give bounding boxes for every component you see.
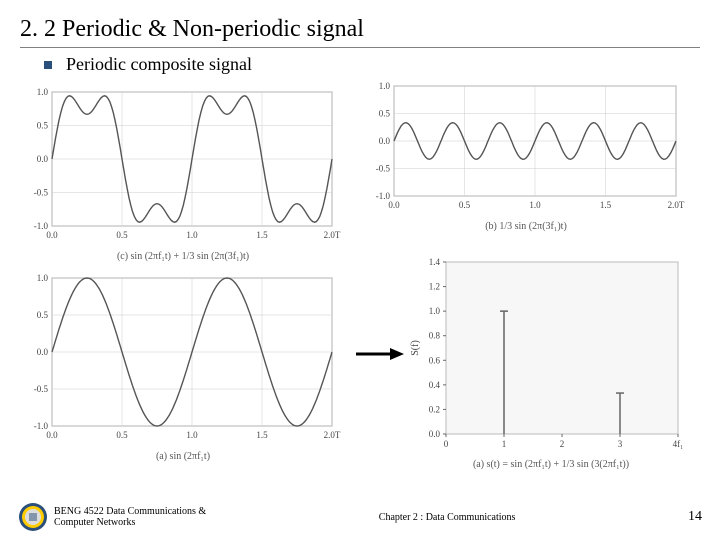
footer: BENG 4522 Data Communications & Computer…: [18, 502, 702, 532]
svg-text:0.2: 0.2: [429, 404, 440, 414]
svg-text:1.5: 1.5: [256, 430, 268, 440]
chart-c-svg: -1.0-0.50.00.51.00.00.51.01.52.0T: [18, 86, 348, 244]
svg-text:-0.5: -0.5: [376, 164, 391, 174]
svg-text:-0.5: -0.5: [34, 188, 49, 198]
svg-text:1.4: 1.4: [429, 257, 441, 267]
svg-text:2.0T: 2.0T: [324, 430, 341, 440]
chart-b-third-harmonic: -1.0-0.50.00.51.00.00.51.01.52.0T (b) 1/…: [360, 80, 692, 230]
chart-b-caption: (b) 1/3 sin (2π(3f₁)t): [360, 221, 692, 232]
svg-text:0.5: 0.5: [37, 310, 49, 320]
footer-chapter: Chapter 2 : Data Communications: [379, 512, 516, 523]
svg-text:1: 1: [502, 439, 507, 449]
chart-c-caption: (c) sin (2πf₁t) + 1/3 sin (2π(3f₁)t): [18, 251, 348, 262]
footer-course-line1: BENG 4522 Data Communications &: [54, 506, 206, 518]
page-number: 14: [688, 509, 702, 525]
svg-text:0.5: 0.5: [116, 230, 128, 240]
chart-c-composite: -1.0-0.50.00.51.00.00.51.01.52.0T (c) si…: [18, 86, 348, 260]
svg-text:1.5: 1.5: [256, 230, 268, 240]
svg-text:0.6: 0.6: [429, 355, 441, 365]
svg-text:0.0: 0.0: [37, 154, 49, 164]
svg-text:1.0: 1.0: [529, 200, 541, 210]
svg-text:0.5: 0.5: [459, 200, 471, 210]
svg-text:0.8: 0.8: [429, 331, 441, 341]
svg-text:1.0: 1.0: [429, 306, 441, 316]
chart-d-spectrum: 0.0 0.2 0.4 0.6 0.8 1.0 1.2 1.4 0 1 2 3 4f₁ S(f) (a) …: [406, 254, 696, 468]
svg-text:1.0: 1.0: [186, 430, 198, 440]
svg-text:-0.5: -0.5: [34, 384, 49, 394]
footer-course-line2: Computer Networks: [54, 517, 206, 529]
university-logo-icon: [18, 502, 48, 532]
svg-text:S(f): S(f): [410, 340, 421, 356]
footer-course: BENG 4522 Data Communications & Computer…: [54, 506, 206, 529]
svg-text:0.0: 0.0: [379, 136, 391, 146]
arrow-icon: [354, 344, 404, 364]
svg-text:1.0: 1.0: [379, 81, 391, 91]
footer-left: BENG 4522 Data Communications & Computer…: [18, 502, 206, 532]
svg-text:2.0T: 2.0T: [324, 230, 341, 240]
svg-text:0.5: 0.5: [379, 109, 391, 119]
chart-a-svg: -1.0-0.50.00.51.00.00.51.01.52.0T: [18, 272, 348, 444]
section-title: 2. 2 Periodic & Non-periodic signal: [20, 16, 700, 48]
svg-text:1.0: 1.0: [186, 230, 198, 240]
svg-text:0.0: 0.0: [46, 430, 58, 440]
svg-text:3: 3: [618, 439, 623, 449]
svg-text:4f₁: 4f₁: [673, 439, 684, 449]
svg-text:0.5: 0.5: [37, 121, 49, 131]
bullet-icon: [44, 61, 52, 69]
svg-text:1.2: 1.2: [429, 282, 440, 292]
svg-text:0: 0: [444, 439, 449, 449]
chart-b-svg: -1.0-0.50.00.51.00.00.51.01.52.0T: [360, 80, 692, 214]
svg-text:0.0: 0.0: [37, 347, 49, 357]
svg-text:2: 2: [560, 439, 565, 449]
chart-a-fundamental: -1.0-0.50.00.51.00.00.51.01.52.0T (a) si…: [18, 272, 348, 460]
svg-text:0.0: 0.0: [388, 200, 400, 210]
svg-text:1.0: 1.0: [37, 87, 49, 97]
chart-d-svg: 0.0 0.2 0.4 0.6 0.8 1.0 1.2 1.4 0 1 2 3 4f₁ S(f): [406, 254, 696, 452]
svg-text:0.0: 0.0: [429, 429, 441, 439]
subheading: Periodic composite signal: [44, 54, 252, 75]
chart-d-caption: (a) s(t) = sin (2πf₁t) + 1/3 sin (3(2πf₁…: [406, 459, 696, 470]
subtitle-text: Periodic composite signal: [66, 54, 252, 75]
svg-text:0.0: 0.0: [46, 230, 58, 240]
svg-text:1.5: 1.5: [600, 200, 612, 210]
svg-text:2.0T: 2.0T: [668, 200, 685, 210]
svg-text:0.4: 0.4: [429, 380, 441, 390]
section-title-text: 2. 2 Periodic & Non-periodic signal: [20, 16, 364, 42]
chart-a-caption: (a) sin (2πf₁t): [18, 451, 348, 462]
svg-text:0.5: 0.5: [116, 430, 128, 440]
svg-text:1.0: 1.0: [37, 273, 49, 283]
